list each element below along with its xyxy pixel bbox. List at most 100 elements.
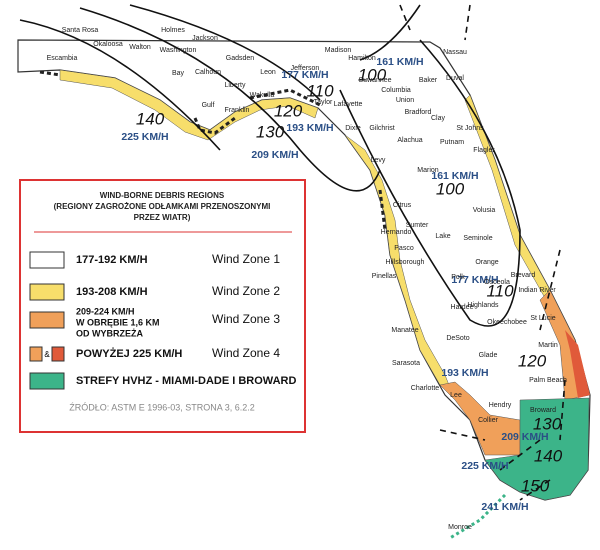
county-name: Bay <box>172 70 185 77</box>
contour <box>129 4 321 101</box>
county-name: Union <box>396 97 414 104</box>
county-name: DeSoto <box>446 335 469 342</box>
legend-zone: Wind Zone 2 <box>212 284 280 298</box>
county-name: Duval <box>446 75 464 82</box>
county-name: Lafayette <box>334 101 363 108</box>
swatch <box>29 311 65 329</box>
county-name: Brevard <box>511 272 536 279</box>
legend-source: ŹRÓDŁO: ASTM E 1996-03, STRONA 3, 6.2.2 <box>69 402 255 412</box>
contour-speed-kmh: 177 KM/H <box>281 69 328 81</box>
contour <box>359 4 421 61</box>
swatch <box>29 346 43 362</box>
contour-speed-mph: 130 <box>533 414 562 433</box>
county-name: Gadsden <box>226 55 255 62</box>
county-name: Putnam <box>440 139 464 146</box>
swatch <box>29 372 65 390</box>
county-name: Indian River <box>518 287 556 294</box>
county-name: Clay <box>431 115 446 122</box>
county-name: Glade <box>479 352 498 359</box>
county-name: Escambia <box>47 55 78 62</box>
county-name: Sumter <box>406 222 429 229</box>
county-name: Volusia <box>473 207 496 214</box>
legend-label: 193-208 KM/H <box>76 286 148 298</box>
swatch <box>29 283 65 301</box>
contour-speed-kmh: 225 KM/H <box>121 131 168 143</box>
contour-speed-kmh: 209 KM/H <box>251 149 298 161</box>
legend-title: WIND-BORNE DEBRIS REGIONS <box>100 191 225 200</box>
contour-speed-mph: 130 <box>256 122 285 141</box>
county-name: Charlotte <box>411 385 440 392</box>
county-name: Martin <box>538 342 558 349</box>
contour-speed-mph: 150 <box>521 476 550 495</box>
county-name: Orange <box>475 259 498 266</box>
county-name: Flagler <box>473 147 495 154</box>
county-name: Highlands <box>467 302 499 309</box>
contour-speed-mph: 120 <box>518 351 547 370</box>
hvhz <box>484 397 590 501</box>
county-name: Jefferson <box>291 65 320 72</box>
county-name: Seminole <box>463 235 492 242</box>
county-name: Okaloosa <box>93 41 123 48</box>
legend-label: OD WYBRZEŻA <box>76 328 143 338</box>
county-name: Collier <box>478 417 499 424</box>
county-name: Lee <box>450 392 462 399</box>
county-name: Dixie <box>345 125 361 132</box>
county-name: Walton <box>129 44 151 51</box>
county-name: Calhoun <box>195 69 221 76</box>
swatch <box>29 251 65 269</box>
contour <box>19 19 221 151</box>
county-name: Baker <box>419 77 438 84</box>
zone4-band <box>565 330 590 398</box>
county-name: Monroe <box>448 524 472 531</box>
county-name: Okeechobee <box>487 319 527 326</box>
contour-speed-kmh: 161 KM/H <box>431 170 478 182</box>
county-name: Hernando <box>381 229 412 236</box>
and: & <box>44 350 50 359</box>
county-name: Hamilton <box>348 55 376 62</box>
legend-label: STREFY HVHZ - MIAMI-DADE I BROWARD <box>76 375 296 387</box>
county-name: Washington <box>160 47 197 54</box>
florida <box>17 39 591 540</box>
county-name: Taylor <box>314 99 333 106</box>
legend-label: 209-224 KM/H <box>76 306 135 316</box>
contour-speed-kmh: 241 KM/H <box>481 501 528 513</box>
county-name: Hardee <box>451 304 474 311</box>
contour-speed-mph: 110 <box>486 281 514 300</box>
contour <box>79 7 381 192</box>
county-name: Polk <box>451 274 465 281</box>
contour-speed-kmh: 225 KM/H <box>461 460 508 472</box>
swatch <box>51 346 65 362</box>
county-name: Jackson <box>192 35 218 42</box>
county-name: Holmes <box>161 27 185 34</box>
contours <box>19 4 566 501</box>
county-name: Bradford <box>405 109 432 116</box>
county-name: Wakulla <box>250 92 275 99</box>
county-name: Levy <box>371 157 386 164</box>
county-name: St Johns <box>456 125 484 132</box>
legend-label: W OBRĘBIE 1,6 KM <box>76 317 160 327</box>
county-name: Manatee <box>391 327 418 334</box>
contour-speed-kmh: 193 KM/H <box>286 122 333 134</box>
contour-speed-mph: 100 <box>436 179 465 198</box>
coast-dots <box>39 70 387 231</box>
county-name: Santa Rosa <box>62 27 99 34</box>
legend-zone: Wind Zone 3 <box>212 312 280 326</box>
county-name: Lake <box>435 233 450 240</box>
county-name: Osceola <box>484 279 510 286</box>
legend-box <box>19 179 306 433</box>
contour-speed-kmh: 177 KM/H <box>451 274 498 286</box>
county-name: Gilchrist <box>369 125 394 132</box>
county-name: Leon <box>260 69 276 76</box>
county-name: Franklin <box>225 107 250 114</box>
legend-label: 177-192 KM/H <box>76 254 148 266</box>
county-name: Broward <box>530 407 556 414</box>
county-name: Madison <box>325 47 352 54</box>
legend: WIND-BORNE DEBRIS REGIONS (REGIONY ZAGRO… <box>19 179 306 433</box>
contour <box>339 39 521 327</box>
contour-speed-mph: 110 <box>306 81 334 100</box>
county-name: Pasco <box>394 245 414 252</box>
county-name: Citrus <box>393 202 412 209</box>
county-name: Hendry <box>489 402 512 409</box>
